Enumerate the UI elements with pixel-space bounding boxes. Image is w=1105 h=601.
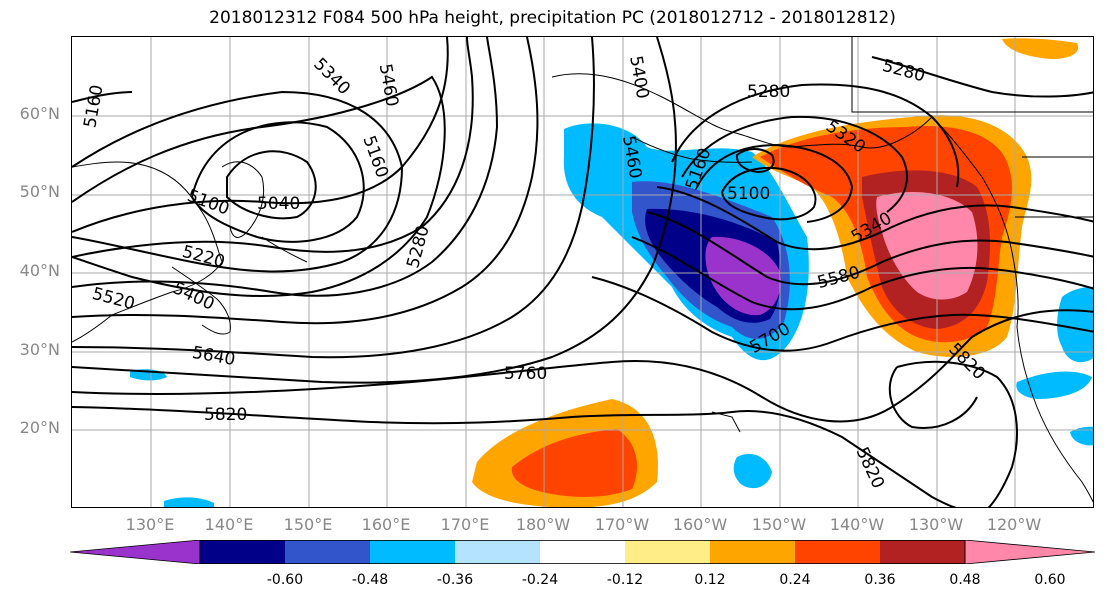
contour-5280-north <box>871 56 1093 98</box>
colorbar-tick-label: -0.48 <box>351 572 389 588</box>
colorbar-tick-label: -0.12 <box>606 572 644 588</box>
contour-5580 <box>631 236 1093 311</box>
colorbar-tick-label: 0.36 <box>864 572 896 588</box>
colorbar-tick-label: 0.12 <box>694 572 726 588</box>
precip-neg-hawaii <box>733 453 772 489</box>
contour-label-5040: 5040 <box>257 194 300 214</box>
lon-label-150w: 150°W <box>751 515 807 534</box>
lon-label-140w: 140°W <box>829 515 885 534</box>
colorbar <box>70 540 1095 564</box>
coast-hawaii <box>711 411 741 433</box>
lat-label-30n: 30°N <box>19 340 60 359</box>
lon-label-170e: 170°E <box>440 515 490 534</box>
contour-label-5280-c: 5280 <box>880 56 927 87</box>
contour-label-5340-a: 5340 <box>309 54 354 99</box>
contour-5040-low <box>735 148 775 174</box>
map-canvas: 5160 5340 5460 5400 5160 5040 5100 5220 … <box>72 37 1093 507</box>
colorbar-extend-high <box>964 540 1095 564</box>
coast-na-west <box>931 116 1093 503</box>
contour-label-5820-a: 5820 <box>204 405 247 425</box>
contour-label-5220: 5220 <box>180 242 227 273</box>
coast-alaska <box>551 73 933 149</box>
contour-5820-east <box>896 360 1018 507</box>
colorbar-segment <box>540 540 626 564</box>
contour-5460 <box>646 211 1093 286</box>
colorbar-tick-label: 0.48 <box>949 572 981 588</box>
contour-5160 <box>696 143 854 223</box>
contour-5700 <box>591 276 1093 352</box>
contour-ring-7 <box>72 37 539 325</box>
coast-aleutians <box>631 136 753 163</box>
lon-label-130e: 130°E <box>125 515 175 534</box>
lon-label-120w: 120°W <box>986 515 1042 534</box>
precip-neg-east <box>1057 286 1093 363</box>
contour-5220 <box>681 115 908 213</box>
precip-pos-south-red <box>511 429 637 497</box>
contour-ring-8 <box>72 37 595 359</box>
height-contours <box>72 37 1093 507</box>
contour-low-center <box>226 150 317 220</box>
contour-5820-ring <box>888 366 978 429</box>
contour-ring-6 <box>72 37 499 297</box>
contour-5280-loop <box>671 83 960 188</box>
lat-label-50n: 50°N <box>19 182 60 201</box>
colorbar-extend-low <box>70 540 201 564</box>
contour-ring-1 <box>190 121 365 243</box>
precip-neg-sw <box>164 497 214 507</box>
lon-label-140e: 140°E <box>204 515 254 534</box>
contour-ring-3 <box>72 75 446 298</box>
contour-5820 <box>72 406 957 507</box>
precip-neg-core <box>705 236 781 316</box>
lon-label-160e: 160°E <box>361 515 411 534</box>
map-panel: 5160 5340 5460 5400 5160 5040 5100 5220 … <box>71 36 1094 508</box>
contour-label-5160-a: 5160 <box>80 83 107 129</box>
colorbar-segment <box>625 540 711 564</box>
lon-label-160w: 160°W <box>672 515 728 534</box>
colorbar-segment <box>795 540 881 564</box>
colorbar-segment <box>370 540 456 564</box>
lon-label-130w: 130°W <box>908 515 964 534</box>
contour-5760 <box>72 309 1093 423</box>
colorbar-tick-label: -0.24 <box>521 572 559 588</box>
colorbar-segment <box>200 540 286 564</box>
contour-label-5400-a: 5400 <box>625 54 652 100</box>
precip-top-right <box>1002 38 1079 59</box>
colorbar-segment <box>710 540 796 564</box>
coast-box <box>851 37 1093 113</box>
contour-label-5100-b: 5100 <box>727 184 770 204</box>
lon-label-170w: 170°W <box>594 515 650 534</box>
contour-ring-5 <box>72 37 474 258</box>
colorbar-tick-label: 0.60 <box>1034 572 1066 588</box>
lat-label-20n: 20°N <box>19 418 60 437</box>
contour-label-5820-c: 5820 <box>852 444 888 492</box>
precip-neg-se <box>1070 426 1093 446</box>
lon-label-180w: 180°W <box>515 515 571 534</box>
map-title: 2018012312 F084 500 hPa height, precipit… <box>209 8 896 28</box>
lon-label-150e: 150°E <box>283 515 333 534</box>
lat-label-60n: 60°N <box>19 104 60 123</box>
colorbar-segment <box>285 540 371 564</box>
contour-5640 <box>72 37 677 384</box>
colorbar-outline <box>199 540 966 564</box>
colorbar-tick-label: -0.36 <box>436 572 474 588</box>
colorbar-tick-label: 0.24 <box>779 572 811 588</box>
contour-label-5520: 5520 <box>90 284 137 315</box>
contour-label-5280-b: 5280 <box>747 82 790 102</box>
contour-label-5760: 5760 <box>504 364 547 384</box>
colorbar-tick-label: -0.60 <box>266 572 304 588</box>
colorbar-segments <box>70 540 1095 564</box>
colorbar-segment <box>880 540 966 564</box>
lat-label-40n: 40°N <box>19 261 60 280</box>
colorbar-segment <box>455 540 541 564</box>
contour-5100-low <box>720 166 817 221</box>
contour-5160-west <box>72 91 133 103</box>
contour-5340 <box>656 186 1093 251</box>
contour-ring-4 <box>72 37 449 233</box>
contour-ring-2 <box>72 90 404 273</box>
coast-kamchatka <box>221 161 265 238</box>
precip-neg-ne <box>1016 371 1092 399</box>
